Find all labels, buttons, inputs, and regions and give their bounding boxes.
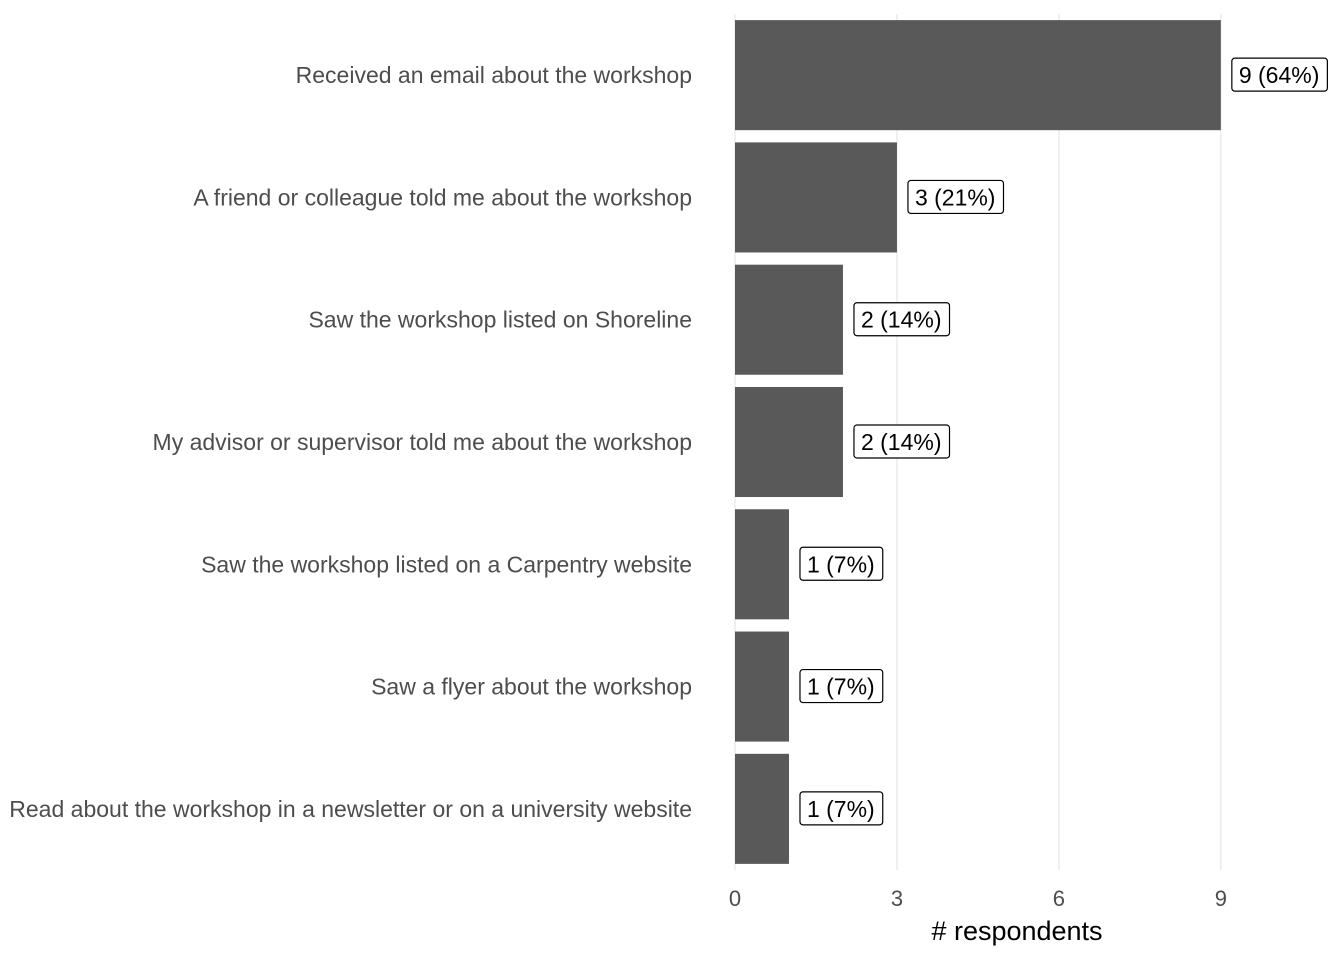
data-label-text: 1 (7%) [807, 551, 875, 577]
category-label-1: Received an email about the workshop [296, 62, 692, 88]
category-label-3: Saw the workshop listed on Shoreline [308, 307, 692, 333]
bar-5 [735, 509, 789, 620]
x-tick-label-3: 3 [891, 886, 903, 911]
x-tick-label-9: 9 [1215, 886, 1227, 911]
category-label-7: Read about the workshop in a newsletter … [9, 796, 692, 822]
data-label-box [799, 546, 884, 581]
data-label-box [1231, 57, 1328, 92]
data-label-text: 1 (7%) [807, 674, 875, 700]
data-labels: 9 (64%) 3 (21%) 2 (14%) 2 (14%) 1 (7%) 1 (7%)… [799, 57, 1328, 826]
bar-2 [735, 142, 897, 253]
category-label-5: Saw the workshop listed on a Carpentry w… [201, 551, 692, 577]
category-label-6: Saw a flyer about the workshop [371, 674, 692, 700]
category-label-4: My advisor or supervisor told me about t… [153, 429, 692, 455]
data-label-4: 2 (14%) [853, 424, 951, 459]
data-label-box [853, 302, 951, 337]
bar-6 [735, 631, 789, 742]
data-label-box [853, 424, 951, 459]
data-label-1: 9 (64%) [1231, 57, 1328, 92]
category-label-2: A friend or colleague told me about the … [193, 184, 692, 210]
x-tick-label-0: 0 [729, 886, 741, 911]
bar-4 [735, 386, 843, 498]
data-label-5: 1 (7%) [799, 546, 884, 581]
x-tick-label-6: 6 [1053, 886, 1065, 911]
data-label-7: 1 (7%) [799, 791, 884, 826]
x-axis-ticks: 0 3 6 9 [729, 886, 1227, 911]
data-label-text: 2 (14%) [861, 307, 942, 333]
data-label-2: 3 (21%) [907, 179, 1005, 215]
data-label-text: 2 (14%) [861, 429, 942, 455]
data-label-box [907, 179, 1005, 215]
category-labels: Received an email about the workshop A fr… [9, 62, 692, 822]
bar-7 [735, 753, 789, 864]
x-axis-title: # respondents [931, 916, 1102, 946]
data-label-box [799, 668, 884, 704]
data-label-text: 3 (21%) [915, 184, 996, 210]
data-label-text: 1 (7%) [807, 796, 875, 822]
bars [735, 20, 1221, 864]
data-label-3: 2 (14%) [853, 302, 951, 337]
data-label-box [799, 791, 884, 826]
data-label-6: 1 (7%) [799, 668, 884, 704]
bar-3 [735, 264, 843, 375]
data-label-text: 9 (64%) [1239, 62, 1320, 88]
bar-1 [735, 20, 1221, 131]
